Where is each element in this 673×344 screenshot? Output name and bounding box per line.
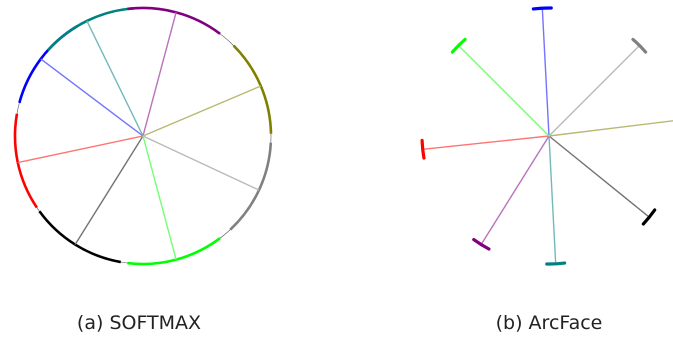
arcface-caption: (b) ArcFace xyxy=(495,312,603,334)
softmax-class-line-2 xyxy=(17,135,144,164)
softmax-class-line-7 xyxy=(142,135,260,191)
arcface-class-cluster-5 xyxy=(472,237,491,251)
arcface-class-line-8 xyxy=(457,44,550,137)
arcface-class-line-2 xyxy=(422,135,550,150)
softmax-class-line-4 xyxy=(86,20,144,137)
arcface-class-line-5 xyxy=(480,135,550,245)
softmax-class-line-3 xyxy=(40,58,144,137)
arcface-class-cluster-1 xyxy=(641,208,657,226)
arcface-class-line-4 xyxy=(548,135,557,264)
arcface-class-cluster-8 xyxy=(450,37,467,54)
softmax-panel xyxy=(13,6,273,266)
arcface-class-cluster-7 xyxy=(631,37,648,54)
arcface-class-line-3 xyxy=(541,8,550,137)
arcface-class-cluster-4 xyxy=(545,261,567,266)
arcface-class-cluster-2 xyxy=(420,138,426,160)
softmax-class-line-1 xyxy=(74,135,144,245)
softmax-class-line-5 xyxy=(142,12,177,137)
arcface-class-line-6 xyxy=(548,120,673,137)
arcface-class-line-7 xyxy=(548,44,641,137)
softmax-class-line-6 xyxy=(142,85,262,137)
arcface-class-line-1 xyxy=(548,135,650,218)
arcface-class-cluster-3 xyxy=(531,6,553,11)
arcface-panel xyxy=(420,6,673,266)
softmax-caption: (a) SOFTMAX xyxy=(76,312,202,334)
softmax-class-line-8 xyxy=(142,135,177,260)
